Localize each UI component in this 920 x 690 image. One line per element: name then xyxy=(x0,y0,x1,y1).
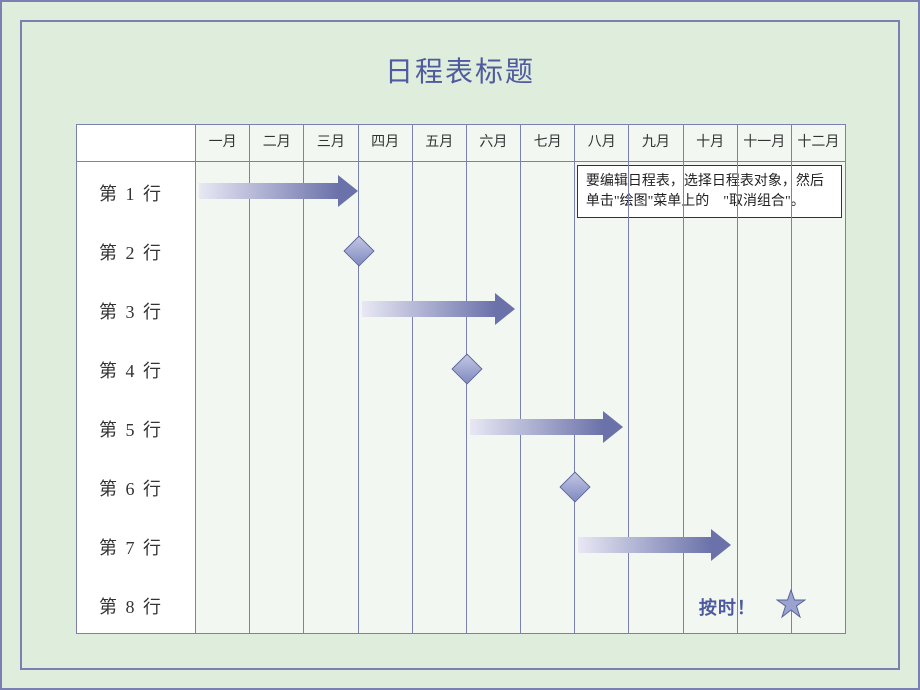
gantt-bar-arrow xyxy=(362,301,495,317)
month-header-cell: 七月 xyxy=(520,125,574,161)
milestone-star-label: 按时！ xyxy=(699,594,756,620)
month-header-cell: 十一月 xyxy=(737,125,791,161)
milestone-star-icon xyxy=(776,589,806,619)
grid-vertical-line xyxy=(195,161,196,633)
month-header-cell: 六月 xyxy=(466,125,520,161)
month-header-row: 一月二月三月四月五月六月七月八月九月十月十一月十二月 xyxy=(77,125,845,162)
inner-frame: 日程表标题 一月二月三月四月五月六月七月八月九月十月十一月十二月 要编辑日程表，… xyxy=(20,20,900,670)
grid-vertical-line xyxy=(249,161,250,633)
grid-vertical-line xyxy=(683,161,684,633)
grid-vertical-line xyxy=(520,161,521,633)
month-header-cell: 十月 xyxy=(683,125,737,161)
grid-vertical-line xyxy=(628,161,629,633)
gantt-chart-box: 一月二月三月四月五月六月七月八月九月十月十一月十二月 要编辑日程表，选择日程表对… xyxy=(76,124,846,634)
grid-vertical-line xyxy=(358,161,359,633)
row-label: 第 3 行 xyxy=(99,298,163,324)
gantt-bar-arrow xyxy=(470,419,603,435)
month-header-cell: 一月 xyxy=(195,125,249,161)
row-label: 第 4 行 xyxy=(99,357,163,383)
grid-vertical-line xyxy=(737,161,738,633)
outer-frame: 日程表标题 一月二月三月四月五月六月七月八月九月十月十一月十二月 要编辑日程表，… xyxy=(0,0,920,690)
gantt-bar-arrow xyxy=(578,537,711,553)
month-header-cell: 五月 xyxy=(412,125,466,161)
instruction-callout: 要编辑日程表，选择日程表对象，然后单击"绘图"菜单上的 "取消组合"。 xyxy=(577,165,842,218)
month-header-cell: 十二月 xyxy=(791,125,845,161)
row-label: 第 8 行 xyxy=(99,593,163,619)
row-label: 第 1 行 xyxy=(99,180,163,206)
grid-vertical-line xyxy=(466,161,467,633)
milestone-diamond-icon xyxy=(451,353,482,384)
gantt-bar-arrow xyxy=(199,183,338,199)
chart-title: 日程表标题 xyxy=(22,50,898,90)
grid-vertical-line xyxy=(303,161,304,633)
grid-vertical-line xyxy=(412,161,413,633)
month-header-cell: 三月 xyxy=(303,125,357,161)
row-label: 第 7 行 xyxy=(99,534,163,560)
grid-vertical-line xyxy=(791,161,792,633)
row-label: 第 6 行 xyxy=(99,475,163,501)
month-header-cell: 八月 xyxy=(574,125,628,161)
row-label: 第 5 行 xyxy=(99,416,163,442)
month-header-cell: 四月 xyxy=(358,125,412,161)
row-label: 第 2 行 xyxy=(99,239,163,265)
milestone-diamond-icon xyxy=(560,471,591,502)
grid-vertical-line xyxy=(574,161,575,633)
month-header-cell: 九月 xyxy=(628,125,682,161)
month-header-cell: 二月 xyxy=(249,125,303,161)
milestone-diamond-icon xyxy=(343,235,374,266)
